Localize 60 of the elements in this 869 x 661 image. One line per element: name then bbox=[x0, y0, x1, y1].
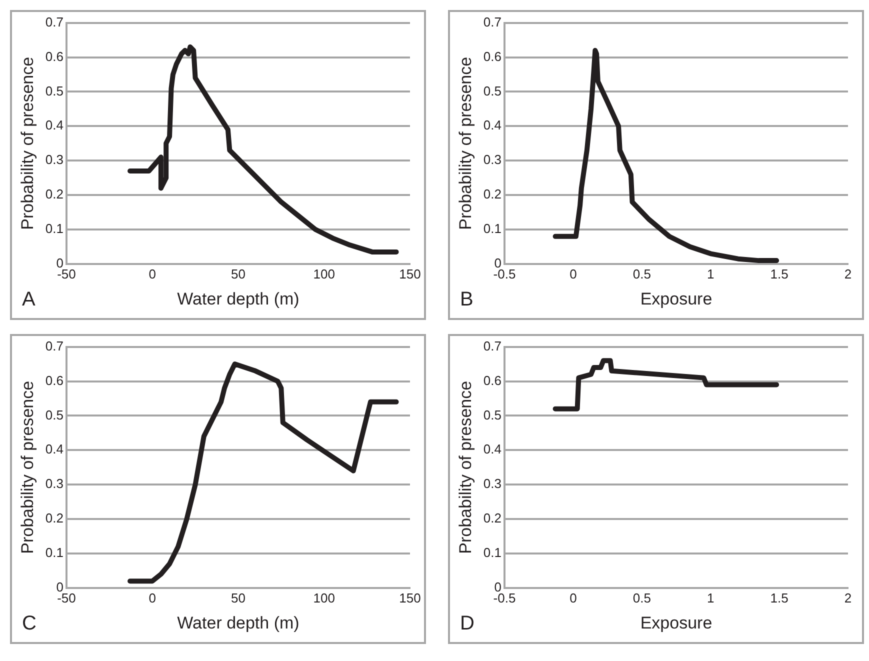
y-tick-label: 0.3 bbox=[483, 152, 502, 168]
x-tick-label: 2 bbox=[844, 266, 852, 282]
x-tick-label: -0.5 bbox=[493, 266, 516, 282]
x-tick-label: 1.5 bbox=[770, 590, 788, 606]
y-tick-label: 0.3 bbox=[483, 476, 502, 492]
y-axis-title: Probability of presence bbox=[456, 380, 475, 554]
y-tick-label: 0.2 bbox=[45, 510, 64, 526]
y-tick-label: 0.6 bbox=[483, 48, 502, 64]
text: B bbox=[460, 288, 474, 311]
y-tick-label: 0.7 bbox=[483, 14, 502, 30]
y-tick-label: 0.6 bbox=[45, 372, 64, 388]
y-tick-label: 0.4 bbox=[483, 118, 502, 133]
y-tick-label: 0.7 bbox=[45, 14, 64, 30]
y-tick-label: 0.5 bbox=[45, 83, 64, 98]
y-tick-label: 0.5 bbox=[483, 407, 502, 422]
x-tick-label: 0 bbox=[148, 266, 156, 282]
y-axis-title: Probability of presence bbox=[18, 56, 37, 230]
y-tick-label: 0.1 bbox=[483, 545, 502, 560]
y-tick-label: 0.6 bbox=[45, 48, 64, 64]
x-tick-label: -0.5 bbox=[493, 590, 516, 606]
x-tick-label: 0 bbox=[148, 590, 156, 606]
y-axis-title: Probability of presence bbox=[456, 56, 475, 230]
x-tick-label: 50 bbox=[231, 266, 246, 282]
x-tick-label: 50 bbox=[231, 590, 246, 606]
y-tick-label: 0.1 bbox=[483, 221, 502, 236]
y-tick-label: 0.7 bbox=[45, 338, 64, 354]
text: A bbox=[22, 288, 36, 311]
x-tick-label: 0.5 bbox=[632, 590, 651, 606]
y-tick-label: 0.3 bbox=[45, 152, 64, 168]
x-axis-title: Exposure bbox=[640, 289, 712, 308]
x-tick-label: 2 bbox=[844, 590, 852, 606]
y-tick-label: 0.3 bbox=[45, 476, 64, 492]
y-tick-label: 0.4 bbox=[45, 442, 64, 457]
x-tick-label: 0 bbox=[570, 590, 577, 606]
y-tick-label: 0.6 bbox=[483, 372, 502, 388]
x-tick-label: 150 bbox=[399, 590, 421, 606]
x-tick-label: 150 bbox=[399, 266, 421, 282]
y-tick-label: 0.5 bbox=[483, 83, 502, 98]
x-tick-label: 100 bbox=[313, 266, 335, 282]
y-tick-label: 0.7 bbox=[483, 338, 502, 354]
x-tick-label: 100 bbox=[313, 590, 335, 606]
x-tick-label: 0.5 bbox=[632, 266, 651, 282]
x-axis-title: Exposure bbox=[640, 613, 712, 632]
x-tick-label: 1 bbox=[706, 590, 714, 606]
text: D bbox=[460, 612, 474, 635]
y-tick-label: 0.4 bbox=[483, 442, 502, 457]
y-tick-label: 0.2 bbox=[45, 186, 64, 202]
x-tick-label: 1.5 bbox=[770, 266, 788, 282]
y-tick-label: 0.1 bbox=[45, 545, 64, 560]
text: C bbox=[22, 612, 36, 635]
y-tick-label: 0.2 bbox=[483, 510, 502, 526]
y-tick-label: 0.1 bbox=[45, 221, 64, 236]
y-tick-label: 0.2 bbox=[483, 186, 502, 202]
x-axis-title: Water depth (m) bbox=[177, 289, 300, 308]
y-tick-label: 0.4 bbox=[45, 118, 64, 133]
y-tick-label: 0.5 bbox=[45, 407, 64, 422]
x-tick-label: 1 bbox=[706, 266, 714, 282]
y-axis-title: Probability of presence bbox=[18, 380, 37, 554]
x-tick-label: 0 bbox=[570, 266, 577, 282]
x-axis-title: Water depth (m) bbox=[177, 613, 300, 632]
